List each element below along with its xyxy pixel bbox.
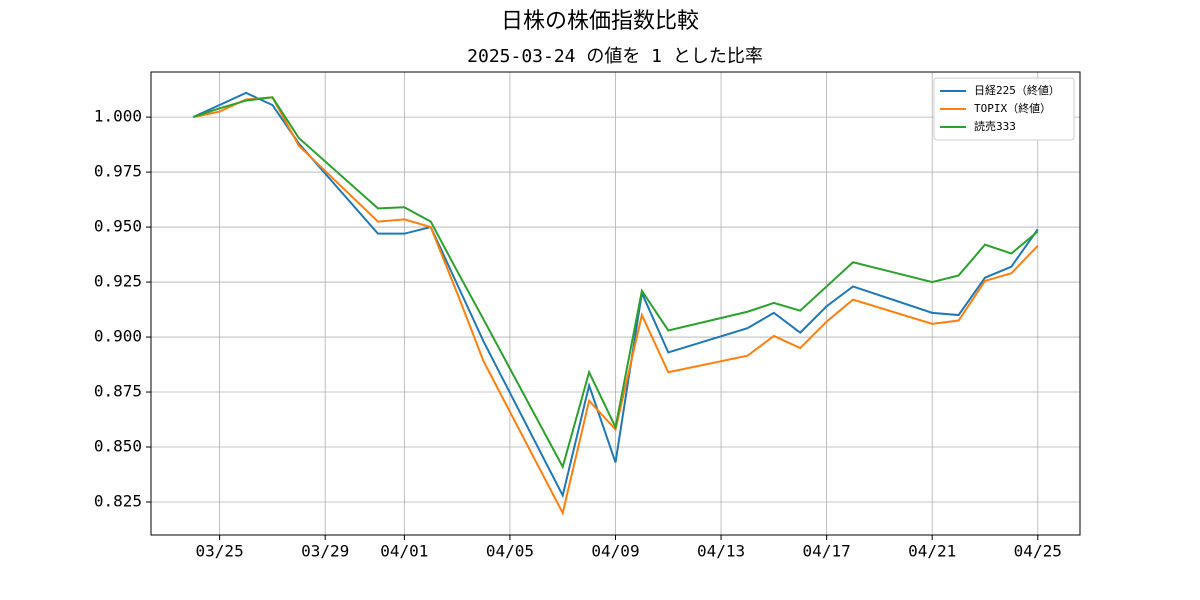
- legend-label: TOPIX（終値）: [974, 101, 1051, 115]
- y-tick-label: 1.000: [94, 107, 142, 126]
- chart-title: 日株の株価指数比較: [501, 9, 699, 34]
- y-tick-label: 0.875: [94, 382, 142, 401]
- chart-subtitle: 2025-03-24 の値を 1 とした比率: [467, 46, 763, 67]
- x-tick-label: 04/01: [380, 542, 428, 561]
- x-tick-label: 04/25: [1014, 542, 1062, 561]
- x-tick-label: 04/13: [697, 542, 745, 561]
- y-tick-label: 0.850: [94, 437, 142, 456]
- legend-box: [933, 77, 1075, 141]
- x-tick-label: 04/17: [803, 542, 851, 561]
- y-tick-label: 0.975: [94, 162, 142, 181]
- x-tick-label: 04/05: [486, 542, 534, 561]
- series-line: [192, 96, 1039, 470]
- series-line: [192, 91, 1039, 499]
- legend-label: 日経225（終値）: [974, 83, 1060, 97]
- y-tick-label: 0.950: [94, 217, 142, 236]
- y-tick-label: 0.825: [94, 492, 142, 511]
- y-tick-label: 0.900: [94, 327, 142, 346]
- plot-frame: [150, 71, 1081, 536]
- x-tick-label: 04/09: [591, 542, 639, 561]
- x-tick-label: 04/21: [908, 542, 956, 561]
- x-tick-label: 03/25: [196, 542, 244, 561]
- y-tick-label: 0.925: [94, 272, 142, 291]
- x-tick-label: 03/29: [301, 542, 349, 561]
- legend-label: 読売333: [974, 119, 1016, 133]
- legend: 日経225（終値） TOPIX（終値） 読売333: [933, 77, 1075, 141]
